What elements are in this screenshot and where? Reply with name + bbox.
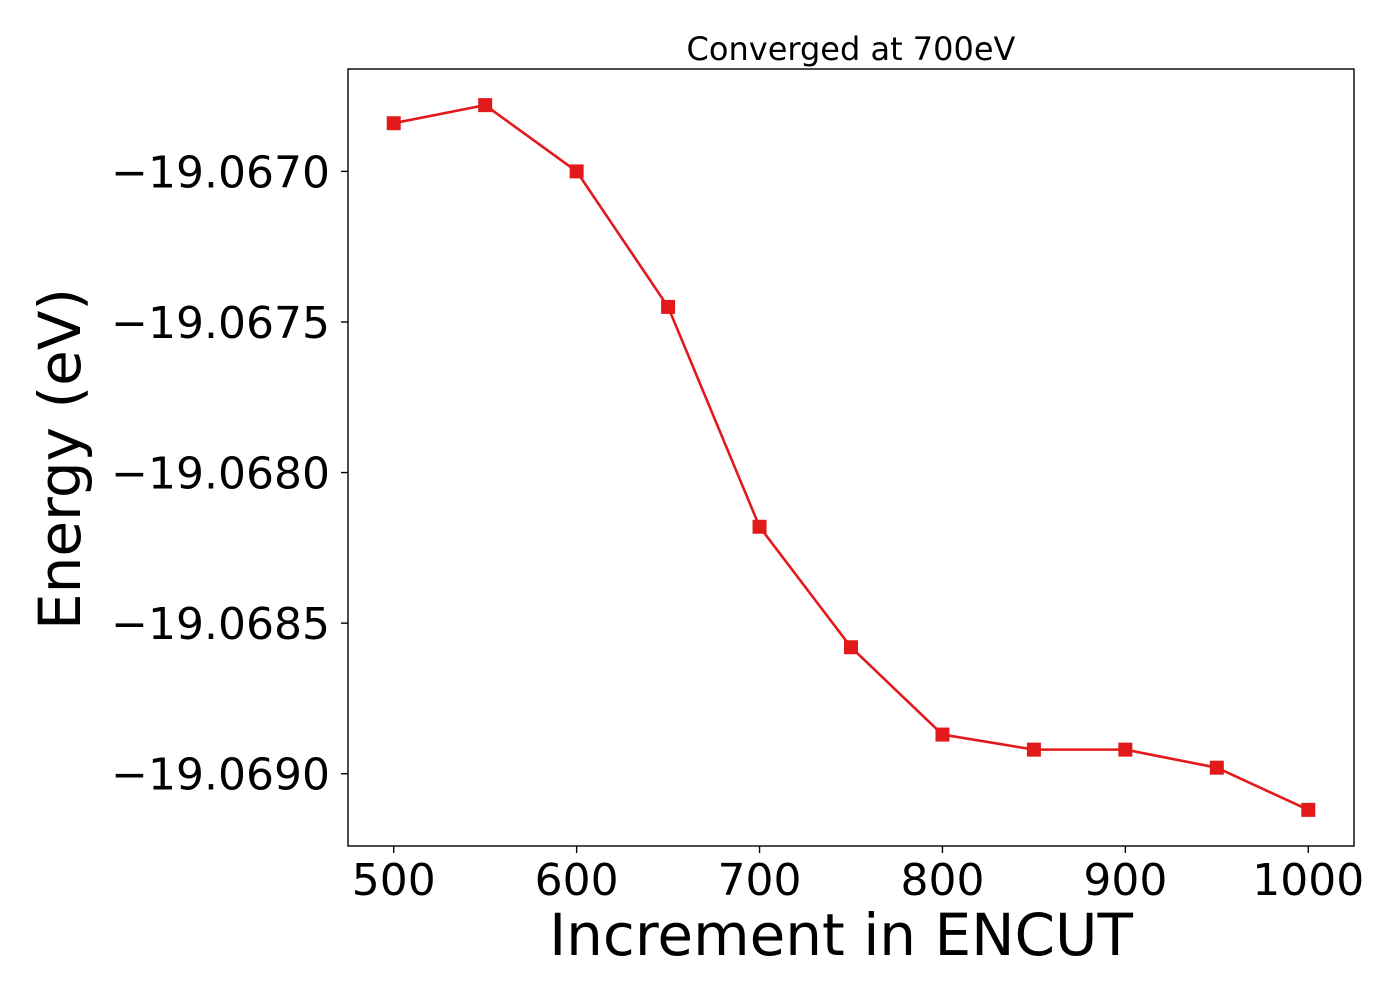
y-tick-label: −19.0680 bbox=[111, 449, 330, 500]
y-axis-ticks: −19.0670 −19.0675 −19.0680 −19.0685 −19.0690 bbox=[111, 147, 348, 801]
data-point-marker bbox=[1118, 742, 1133, 757]
y-tick-label: −19.0685 bbox=[111, 599, 330, 650]
data-point-marker bbox=[569, 164, 584, 179]
data-point-marker bbox=[1301, 802, 1316, 817]
y-tick-label: −19.0675 bbox=[111, 298, 330, 349]
data-point-marker bbox=[752, 519, 767, 534]
data-point-marker bbox=[1209, 760, 1224, 775]
x-tick-label: 900 bbox=[1083, 855, 1167, 906]
data-point-marker bbox=[661, 299, 676, 314]
x-tick-label: 500 bbox=[352, 855, 436, 906]
chart-title: Converged at 700eV bbox=[687, 30, 1016, 68]
data-point-marker bbox=[386, 116, 401, 131]
y-tick-label: −19.0690 bbox=[111, 750, 330, 801]
x-axis-label: Increment in ENCUT bbox=[549, 901, 1133, 969]
plot-area-frame bbox=[347, 68, 1355, 847]
data-point-marker bbox=[1026, 742, 1041, 757]
data-point-marker bbox=[844, 640, 858, 655]
x-tick-label: 600 bbox=[535, 855, 619, 906]
y-axis-label: Energy (eV) bbox=[26, 288, 94, 630]
series-layer bbox=[386, 98, 1316, 817]
y-tick-label: −19.0670 bbox=[111, 147, 330, 198]
data-point-marker bbox=[478, 98, 493, 113]
data-point-marker bbox=[935, 727, 950, 742]
x-tick-label: 700 bbox=[718, 855, 802, 906]
x-tick-label: 800 bbox=[900, 855, 984, 906]
series-line bbox=[393, 103, 1309, 812]
x-axis-ticks: 500 600 700 800 900 1000 bbox=[352, 846, 1364, 906]
x-tick-label: 1000 bbox=[1252, 855, 1364, 906]
